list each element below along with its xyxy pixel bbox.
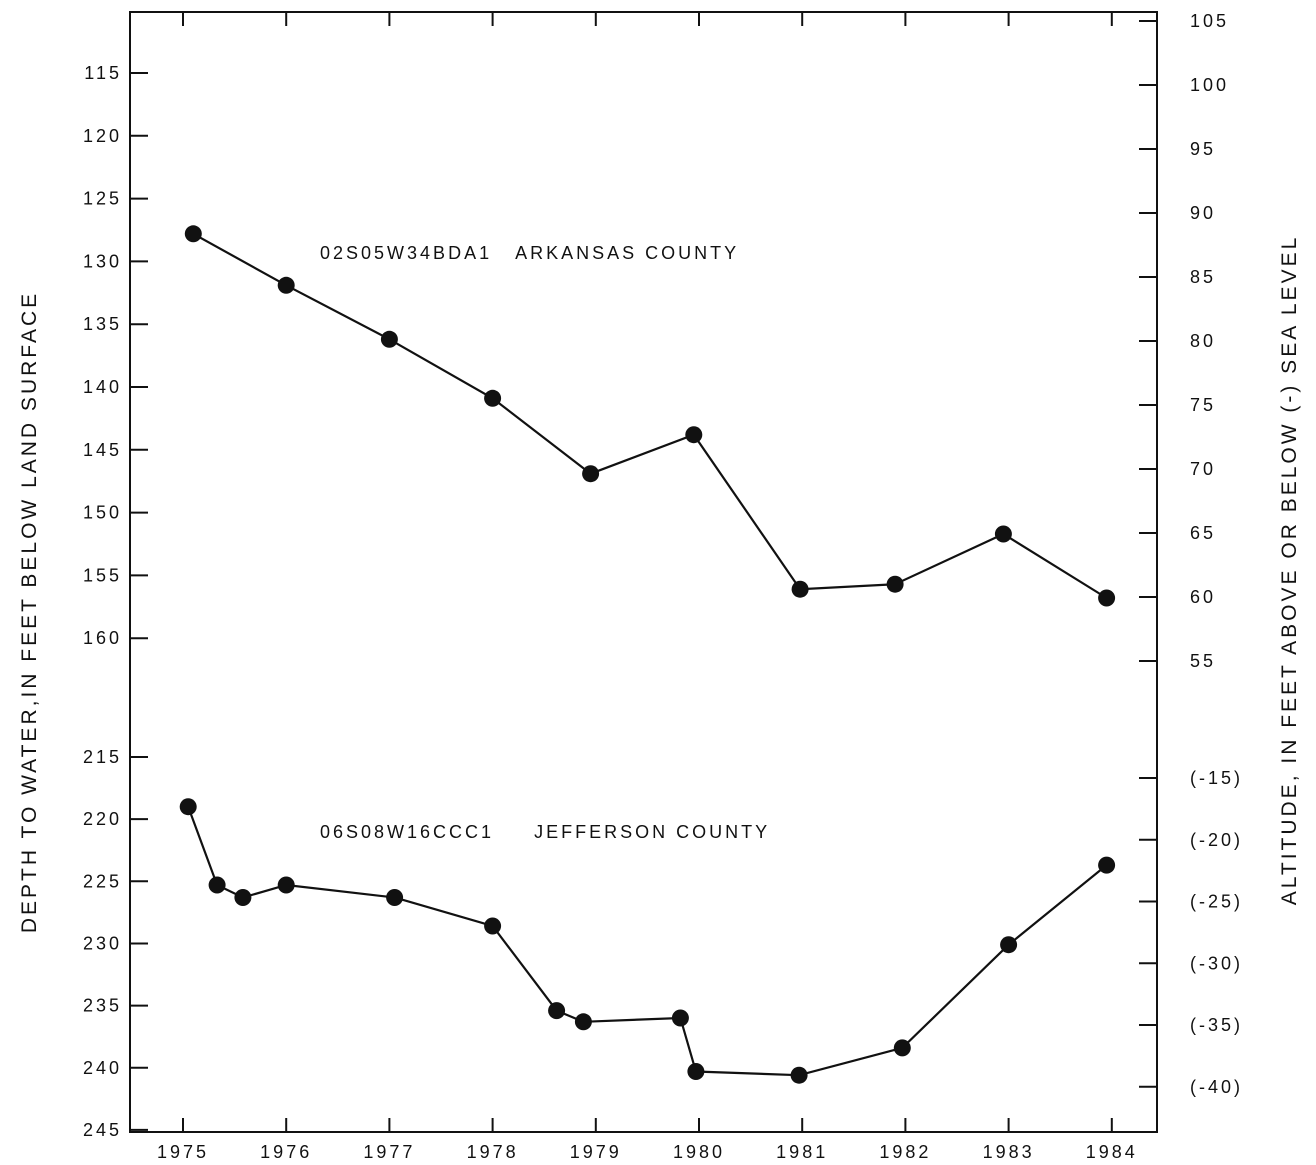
right-tick-label: 75 bbox=[1190, 395, 1216, 415]
series-label-arkansas: 02S05W34BDA1 ARKANSAS COUNTY bbox=[320, 243, 739, 263]
x-tick-label: 1978 bbox=[467, 1142, 519, 1162]
right-tick-label: 80 bbox=[1190, 331, 1216, 351]
data-point-1 bbox=[1000, 936, 1018, 954]
left-tick-label: 220 bbox=[83, 809, 122, 829]
right-tick-label: 60 bbox=[1190, 587, 1216, 607]
data-point-1 bbox=[893, 1039, 911, 1057]
x-tick-label: 1981 bbox=[776, 1142, 828, 1162]
right-tick-label: (-30) bbox=[1190, 953, 1243, 973]
data-point-1 bbox=[574, 1013, 592, 1031]
data-point-0 bbox=[886, 575, 904, 593]
right-tick-label: 55 bbox=[1190, 651, 1216, 671]
plot-frame bbox=[129, 11, 1158, 1133]
data-point-1 bbox=[790, 1066, 808, 1084]
left-tick-label: 135 bbox=[83, 314, 122, 334]
x-tick-label: 1980 bbox=[673, 1142, 725, 1162]
left-axis-title: DEPTH TO WATER,IN FEET BELOW LAND SURFAC… bbox=[18, 291, 41, 933]
x-tick-label: 1979 bbox=[570, 1142, 622, 1162]
series-layer bbox=[179, 225, 1116, 1084]
axis-ticks bbox=[130, 12, 1157, 1132]
left-tick-label: 160 bbox=[83, 628, 122, 648]
x-tick-label: 1982 bbox=[879, 1142, 931, 1162]
data-point-1 bbox=[234, 889, 252, 906]
x-tick-label: 1975 bbox=[157, 1142, 209, 1162]
right-tick-label: 95 bbox=[1190, 139, 1216, 159]
right-tick-label: 65 bbox=[1190, 523, 1216, 543]
data-point-1 bbox=[277, 876, 295, 894]
right-tick-label: (-15) bbox=[1190, 768, 1243, 788]
data-point-1 bbox=[484, 917, 502, 935]
series-label-jefferson: 06S08W16CCC1 JEFFERSON COUNTY bbox=[320, 822, 770, 842]
data-point-0 bbox=[582, 465, 600, 483]
left-tick-label: 125 bbox=[83, 189, 122, 209]
right-tick-label: (-40) bbox=[1190, 1077, 1243, 1097]
data-point-1 bbox=[386, 889, 404, 906]
left-tick-label: 140 bbox=[83, 377, 122, 397]
left-tick-label: 240 bbox=[83, 1058, 122, 1078]
right-tick-label: 90 bbox=[1190, 203, 1216, 223]
data-point-0 bbox=[184, 225, 202, 243]
left-tick-label: 120 bbox=[83, 126, 122, 146]
right-tick-label: 70 bbox=[1190, 459, 1216, 479]
data-point-1 bbox=[1098, 856, 1116, 874]
left-tick-label: 225 bbox=[83, 871, 122, 891]
right-tick-label: (-25) bbox=[1190, 892, 1243, 912]
series-line-0 bbox=[192, 232, 1108, 599]
left-tick-label: 150 bbox=[83, 503, 122, 523]
right-axis-title: ALTITUDE, IN FEET ABOVE OR BELOW (-) SEA… bbox=[1278, 235, 1301, 906]
data-point-0 bbox=[1098, 589, 1116, 607]
left-tick-label: 145 bbox=[83, 440, 122, 460]
series-line-1 bbox=[187, 806, 1108, 1077]
data-point-0 bbox=[380, 330, 398, 348]
data-point-1 bbox=[179, 798, 197, 816]
right-tick-label: (-20) bbox=[1190, 830, 1243, 850]
left-tick-label: 155 bbox=[83, 565, 122, 585]
right-tick-label: 100 bbox=[1190, 75, 1229, 95]
x-tick-label: 1976 bbox=[260, 1142, 312, 1162]
x-tick-label: 1983 bbox=[983, 1142, 1035, 1162]
x-tick-label: 1977 bbox=[363, 1142, 415, 1162]
left-tick-label: 235 bbox=[83, 996, 122, 1016]
x-tick-label: 1984 bbox=[1086, 1142, 1138, 1162]
right-tick-label: 105 bbox=[1190, 11, 1229, 31]
right-tick-label: 85 bbox=[1190, 267, 1216, 287]
left-tick-label: 130 bbox=[83, 251, 122, 271]
data-point-0 bbox=[277, 276, 295, 294]
data-point-1 bbox=[548, 1002, 566, 1020]
left-tick-label: 230 bbox=[83, 933, 122, 953]
data-point-0 bbox=[791, 580, 809, 598]
data-point-1 bbox=[687, 1063, 705, 1080]
data-point-0 bbox=[484, 389, 502, 407]
right-tick-label: (-35) bbox=[1190, 1015, 1243, 1035]
tick-labels: 1975 1976 1977 1978 1979 1980 1981 1982 1983 1984… bbox=[83, 11, 1243, 1162]
data-point-1 bbox=[208, 876, 226, 894]
left-tick-label: 245 bbox=[83, 1120, 122, 1140]
left-tick-label: 115 bbox=[84, 63, 122, 83]
left-tick-label: 215 bbox=[83, 747, 122, 767]
data-point-0 bbox=[994, 525, 1012, 543]
data-point-0 bbox=[685, 426, 703, 444]
data-point-1 bbox=[671, 1009, 689, 1027]
